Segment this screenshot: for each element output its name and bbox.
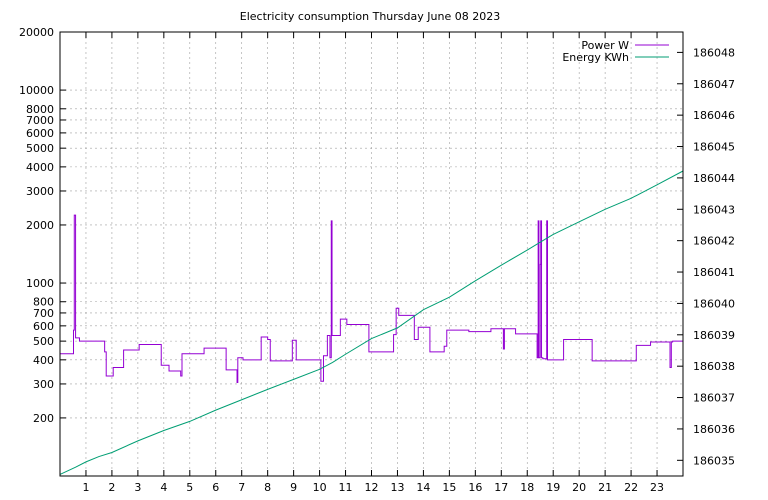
y-tick-label: 20000 [19, 26, 54, 39]
y-tick-label: 400 [33, 354, 54, 367]
y-tick-label: 300 [33, 378, 54, 391]
x-tick-label: 2 [108, 481, 115, 494]
y2-tick-label: 186041 [693, 266, 735, 279]
series-line-power [60, 214, 683, 384]
x-tick-label: 3 [134, 481, 141, 494]
y2-tick-label: 186040 [693, 297, 735, 310]
y-tick-label: 1000 [26, 277, 54, 290]
y2-tick-label: 186037 [693, 392, 735, 405]
x-tick-label: 11 [339, 481, 353, 494]
grid [60, 31, 683, 476]
x-tick-label: 14 [416, 481, 430, 494]
y2-tick-label: 186046 [693, 109, 735, 122]
y-tick-label: 6000 [26, 127, 54, 140]
legend-label: Power W [581, 39, 629, 52]
y-tick-label: 2000 [26, 219, 54, 232]
x-tick-label: 9 [290, 481, 297, 494]
x-tick-label: 10 [313, 481, 327, 494]
y-tick-label: 700 [33, 307, 54, 320]
y-tick-label: 800 [33, 296, 54, 309]
legend-label: Energy KWh [562, 51, 629, 64]
y-tick-label: 4000 [26, 161, 54, 174]
y2-tick-label: 186047 [693, 78, 735, 91]
y-tick-label: 10000 [19, 84, 54, 97]
y2-tick-label: 186036 [693, 423, 735, 436]
y2-tick-label: 186035 [693, 454, 735, 467]
y2-tick-label: 186048 [693, 46, 735, 59]
x-tick-label: 15 [442, 481, 456, 494]
x-tick-label: 7 [238, 481, 245, 494]
y-tick-label: 200 [33, 412, 54, 425]
x-tick-label: 6 [212, 481, 219, 494]
x-tick-label: 20 [572, 481, 586, 494]
x-tick-label: 23 [650, 481, 664, 494]
x-tick-label: 12 [365, 481, 379, 494]
x-tick-label: 16 [468, 481, 482, 494]
x-tick-label: 17 [494, 481, 508, 494]
x-tick-label: 8 [264, 481, 271, 494]
y2-tick-label: 186043 [693, 203, 735, 216]
y-tick-label: 7000 [26, 114, 54, 127]
y2-tick-label: 186039 [693, 329, 735, 342]
axis-ticks: 1 2 3 4 5 6 7 8 9 10 11 12 13 14 15 16 17 18 19 20 21 22 23200… [19, 26, 735, 494]
series-line-energy [59, 170, 684, 475]
y-tick-label: 3000 [26, 185, 54, 198]
x-tick-label: 22 [624, 481, 638, 494]
x-tick-label: 18 [520, 481, 534, 494]
x-tick-label: 1 [82, 481, 89, 494]
y-tick-label: 5000 [26, 142, 54, 155]
x-tick-label: 19 [546, 481, 560, 494]
x-tick-label: 21 [598, 481, 612, 494]
chart-title: Electricity consumption Thursday June 08… [240, 10, 500, 23]
x-tick-label: 5 [186, 481, 193, 494]
y2-tick-label: 186045 [693, 141, 735, 154]
y2-tick-label: 186044 [693, 172, 735, 185]
y-tick-label: 500 [33, 335, 54, 348]
x-tick-label: 13 [390, 481, 404, 494]
y-tick-label: 600 [33, 320, 54, 333]
y-tick-label: 8000 [26, 103, 54, 116]
plot-frame [59, 31, 684, 477]
x-tick-label: 4 [160, 481, 167, 494]
series-layer [59, 170, 684, 475]
y2-tick-label: 186038 [693, 360, 735, 373]
y2-tick-label: 186042 [693, 235, 735, 248]
